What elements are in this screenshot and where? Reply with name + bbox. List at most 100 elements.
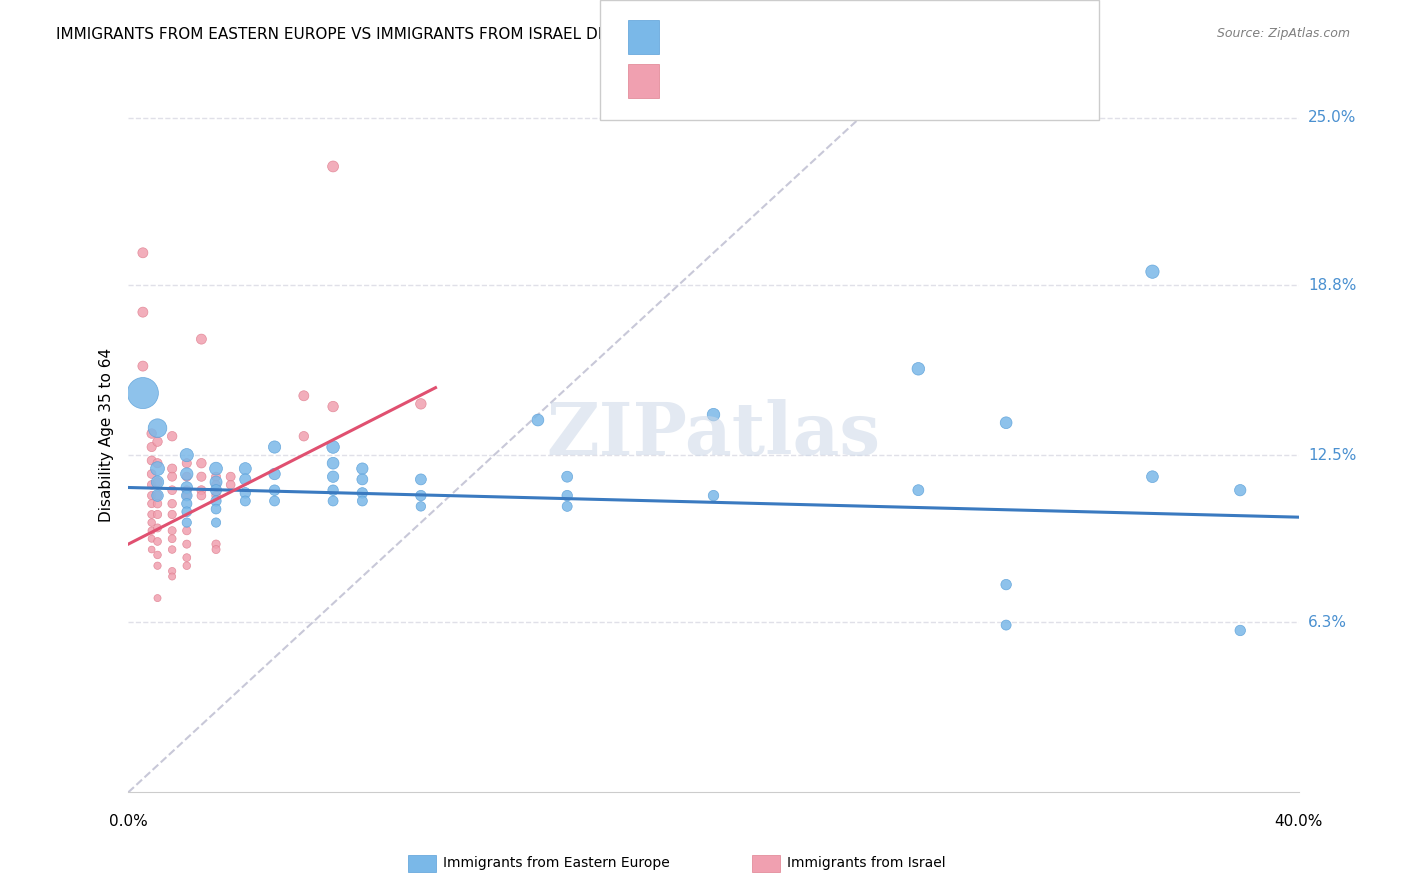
Point xyxy=(132,359,155,373)
Point xyxy=(146,461,169,475)
Point xyxy=(1229,483,1251,498)
Point xyxy=(205,489,228,503)
Point xyxy=(322,440,344,454)
Point xyxy=(160,497,183,511)
Point xyxy=(352,486,374,500)
Point xyxy=(1229,624,1251,638)
Point xyxy=(233,486,256,500)
Point xyxy=(702,489,724,503)
Point xyxy=(141,477,163,491)
Point xyxy=(146,591,169,606)
Point xyxy=(409,489,432,503)
Point xyxy=(702,408,724,422)
Point xyxy=(205,502,228,516)
Point xyxy=(233,461,256,475)
Text: Immigrants from Israel: Immigrants from Israel xyxy=(787,856,946,871)
Point xyxy=(205,475,228,489)
Point xyxy=(190,332,212,346)
Point xyxy=(176,550,198,565)
Point xyxy=(146,489,169,503)
Point xyxy=(176,456,198,470)
Point xyxy=(146,456,169,470)
Point xyxy=(176,558,198,573)
Point xyxy=(907,361,929,376)
Point xyxy=(146,521,169,535)
Point xyxy=(263,483,285,498)
Text: Source: ZipAtlas.com: Source: ZipAtlas.com xyxy=(1216,27,1350,40)
Point xyxy=(322,469,344,483)
Point xyxy=(205,542,228,557)
Text: 0.0%: 0.0% xyxy=(108,814,148,829)
Point xyxy=(176,524,198,538)
Point xyxy=(233,494,256,508)
Point xyxy=(176,481,198,495)
Point xyxy=(176,469,198,483)
Point xyxy=(205,483,228,498)
Point xyxy=(263,440,285,454)
Y-axis label: Disability Age 35 to 64: Disability Age 35 to 64 xyxy=(100,348,114,522)
Point xyxy=(141,542,163,557)
Point xyxy=(555,500,578,514)
Point xyxy=(190,456,212,470)
Point xyxy=(190,483,212,498)
Point xyxy=(132,245,155,260)
Text: R = -0.040    N = 44: R = -0.040 N = 44 xyxy=(672,29,839,44)
Point xyxy=(263,467,285,481)
Point xyxy=(219,469,242,483)
Point xyxy=(160,532,183,546)
Point xyxy=(555,489,578,503)
Text: Immigrants from Eastern Europe: Immigrants from Eastern Europe xyxy=(443,856,669,871)
Point xyxy=(176,483,198,498)
Point xyxy=(160,429,183,443)
Point xyxy=(176,497,198,511)
Point xyxy=(190,489,212,503)
Point xyxy=(995,618,1018,632)
Point xyxy=(907,483,929,498)
Point xyxy=(141,508,163,522)
Point xyxy=(160,569,183,583)
Point xyxy=(141,467,163,481)
Text: 25.0%: 25.0% xyxy=(1308,111,1357,126)
Point xyxy=(322,400,344,414)
Point xyxy=(146,558,169,573)
Point xyxy=(160,461,183,475)
Point xyxy=(527,413,550,427)
Point xyxy=(205,469,228,483)
Point xyxy=(160,483,183,498)
Point xyxy=(205,537,228,551)
Point xyxy=(322,494,344,508)
Point xyxy=(146,548,169,562)
Point xyxy=(160,542,183,557)
Point xyxy=(160,524,183,538)
Point xyxy=(146,434,169,449)
Point xyxy=(160,469,183,483)
Point xyxy=(146,508,169,522)
Point xyxy=(176,467,198,481)
Point xyxy=(205,477,228,491)
Text: 40.0%: 40.0% xyxy=(1275,814,1323,829)
Point xyxy=(1142,469,1164,483)
Point xyxy=(176,505,198,519)
Text: 12.5%: 12.5% xyxy=(1308,448,1357,463)
Point xyxy=(141,532,163,546)
Point xyxy=(995,577,1018,591)
Point xyxy=(146,534,169,549)
Text: R =   0.326    N = 62: R = 0.326 N = 62 xyxy=(672,74,845,88)
Point xyxy=(352,461,374,475)
Point xyxy=(176,537,198,551)
Point xyxy=(141,426,163,441)
Point xyxy=(322,160,344,174)
Point xyxy=(352,494,374,508)
Point xyxy=(141,489,163,503)
Point xyxy=(995,416,1018,430)
Point xyxy=(141,497,163,511)
Point xyxy=(322,483,344,498)
Text: IMMIGRANTS FROM EASTERN EUROPE VS IMMIGRANTS FROM ISRAEL DISABILITY AGE 35 TO 64: IMMIGRANTS FROM EASTERN EUROPE VS IMMIGR… xyxy=(56,27,950,42)
Point xyxy=(176,489,198,503)
Point xyxy=(322,456,344,470)
Point xyxy=(146,497,169,511)
Point xyxy=(190,469,212,483)
Point xyxy=(146,421,169,435)
Point xyxy=(176,448,198,462)
Point xyxy=(292,429,315,443)
